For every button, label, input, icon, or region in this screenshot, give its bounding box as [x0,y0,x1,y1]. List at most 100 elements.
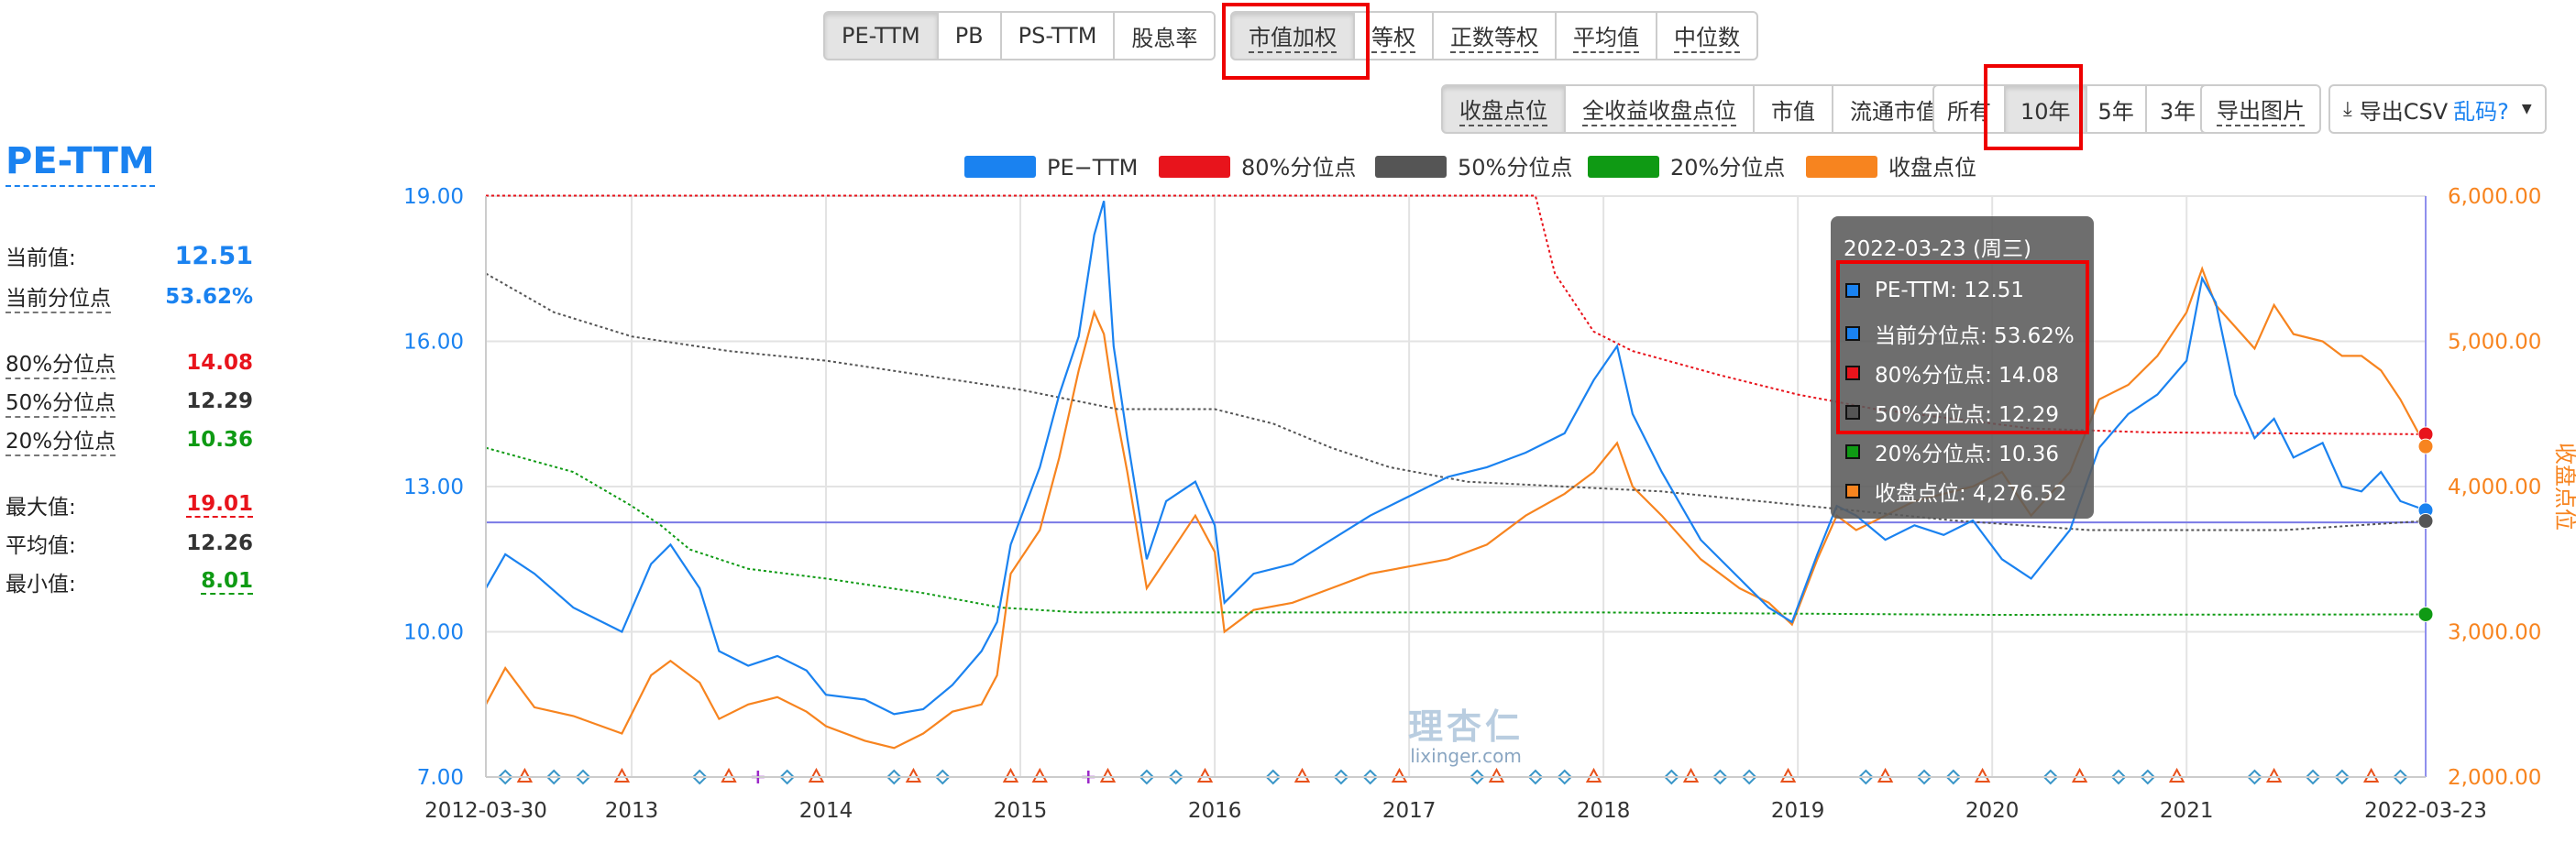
tab-total-return-close[interactable]: 全收益收盘点位 [1564,84,1755,134]
y-right-tick-label: 5,000.00 [2448,331,2541,355]
event-triangle-marker [905,767,922,783]
event-triangle-marker [1099,767,1117,783]
x-tick-label: 2013 [605,799,659,823]
tab-pb[interactable]: PB [936,11,1002,60]
chart-axes: 7.00 2,000.00 10.00 3,000.00 13.00 4,000.00 16… [403,185,2576,823]
metric-tab-group: PE-TTM PB PS-TTM 股息率 [823,11,1216,60]
y-right-tick-label: 3,000.00 [2448,621,2541,645]
stat-p80-label: 80%分位点 [6,346,116,379]
x-tick-label: 2014 [799,799,853,823]
chart-series [485,194,2427,750]
tooltip-swatch [1845,366,1860,380]
stat-p20-label: 20%分位点 [6,423,116,456]
event-triangle-marker [1585,767,1602,783]
x-tick-label: 2015 [994,799,1048,823]
tab-range-all[interactable]: 所有 [1932,84,2006,134]
stat-p50-value: 12.29 [186,389,253,413]
x-tick-label: 2020 [1965,799,2020,823]
x-start-label: 2012-03-30 [424,799,547,823]
tooltip-row: PE-TTM: 12.51 [1845,279,2024,302]
tab-range-5y[interactable]: 5年 [2085,84,2147,134]
series-endpoint-2 [2417,513,2434,530]
tab-range-3y[interactable]: 3年 [2144,84,2211,134]
event-triangle-marker [1002,767,1019,783]
tooltip-date: 2022-03-23 (周三) [1844,237,2031,261]
tooltip-row: 当前分位点: 53.62% [1845,318,2075,349]
event-triangle-marker [2265,767,2283,783]
tab-positive-equal-weight-label: 正数等权 [1450,19,1538,53]
legend-label-3: 20%分位点 [1670,155,1785,181]
series-line-4 [485,266,2427,750]
tooltip-row: 80%分位点: 14.08 [1845,357,2059,389]
series-endpoint-3 [2417,606,2434,622]
stat-current-value: 当前值: 12.51 [6,240,253,271]
tab-dividend-yield[interactable]: 股息率 [1113,11,1216,60]
event-triangle-marker [1488,767,1505,783]
event-triangle-marker [1391,767,1408,783]
stat-p20: 20%分位点 10.36 [6,423,253,456]
tab-total-return-close-label: 全收益收盘点位 [1582,93,1736,126]
tab-market-cap-weighted[interactable]: 市值加权 [1230,11,1355,60]
tab-ps-ttm[interactable]: PS-TTM [999,11,1116,60]
page-title: PE-TTM [6,137,155,187]
tooltip-row: 收盘点位: 4,276.52 [1845,476,2066,507]
x-tick-label: 2017 [1382,799,1437,823]
range-tab-group: 所有 10年 5年 3年 [1932,84,2211,134]
stat-p80-value: 14.08 [186,351,253,375]
y-left-tick-label: 16.00 [403,331,464,355]
chart-legend: PE−TTM 80%分位点 50%分位点 20%分位点 收盘点位 [964,155,1976,181]
legend-swatch-1 [1159,156,1230,178]
tab-positive-equal-weight[interactable]: 正数等权 [1432,11,1557,60]
tab-average[interactable]: 平均值 [1555,11,1657,60]
series-line-1 [486,194,2427,435]
tooltip-row-text: PE-TTM: 12.51 [1875,279,2025,302]
tab-pe-ttm[interactable]: PE-TTM [823,11,939,60]
stat-min: 最小值: 8.01 [6,566,253,597]
event-triangle-marker [516,767,534,783]
y-left-tick-label: 10.00 [403,621,464,645]
legend-label-4: 收盘点位 [1888,155,1976,181]
watermark-text: 理杏仁 [1408,706,1525,747]
tooltip-row-text: 50%分位点: 12.29 [1875,403,2060,427]
tooltip-swatch [1845,326,1860,341]
tooltip-swatch [1845,283,1860,298]
stat-min-value[interactable]: 8.01 [201,569,253,595]
event-triangle-marker [2168,767,2185,783]
tab-market-cap[interactable]: 市值 [1753,84,1833,134]
x-tick-label: 2018 [1577,799,1631,823]
tooltip-swatch [1845,444,1860,459]
stat-current-percentile: 当前分位点 53.62% [6,280,253,313]
garbled-help-link[interactable]: 乱码? [2453,98,2509,125]
highlight-box-range [1984,64,2083,150]
event-triangle-marker [721,767,737,783]
chart-tooltip: 2022-03-23 (周三) PE-TTM: 12.51 当前分位点: 53.6… [1831,216,2094,519]
stat-average-label: 平均值: [6,534,76,558]
tab-median[interactable]: 中位数 [1656,11,1758,60]
y-right-tick-label: 6,000.00 [2448,185,2541,209]
y-left-tick-label: 19.00 [403,185,464,209]
x-tick-label: 2019 [1771,799,1825,823]
series-line-2 [485,272,2427,531]
stat-average: 平均值: 12.26 [6,528,253,559]
legend-label-0: PE−TTM [1047,155,1138,181]
y-right-tick-label: 4,000.00 [2448,476,2541,499]
event-markers [497,767,2408,785]
stat-max-value[interactable]: 19.01 [186,492,253,518]
x-tick-label: 2021 [2160,799,2214,823]
tooltip-row-text: 收盘点位: 4,276.52 [1875,482,2067,506]
tab-range-10y[interactable]: 10年 [2004,84,2087,134]
y-right-axis-title: 收盘点位 [2552,443,2576,531]
tooltip-swatch [1845,405,1860,420]
chart-grid [486,195,2426,778]
watermark-url: lixinger.com [1410,745,1522,767]
export-csv-button[interactable]: ⤓ 导出CSV 乱码? ▼ [2328,84,2547,134]
stat-p50-label: 50%分位点 [6,385,116,418]
legend-swatch-2 [1375,156,1447,178]
legend-label-2: 50%分位点 [1458,155,1572,181]
event-triangle-marker [2362,767,2380,783]
y-left-tick-label: 13.00 [403,476,464,499]
export-image-button[interactable]: 导出图片 [2200,84,2321,134]
y-right-tick-label: 2,000.00 [2448,766,2541,790]
tab-median-label: 中位数 [1674,19,1740,53]
